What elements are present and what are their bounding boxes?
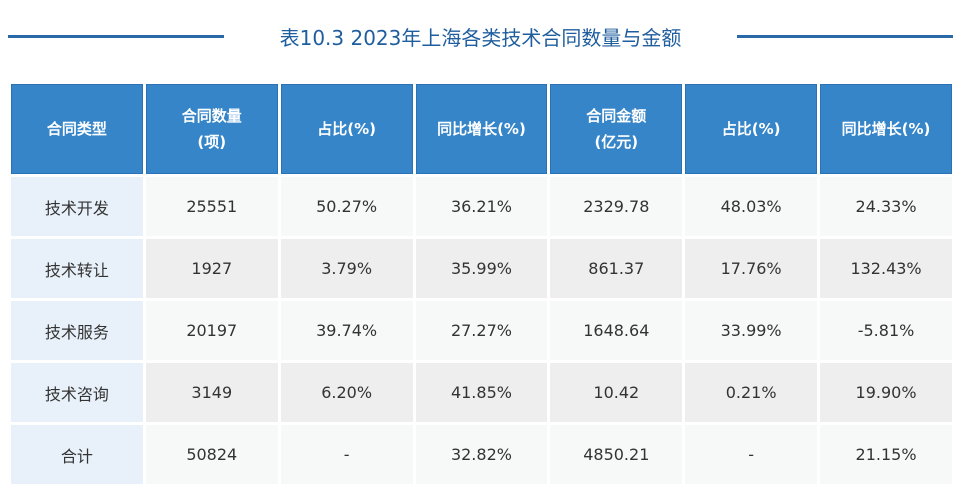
table-cell: 3149 (145, 363, 278, 422)
column-header-line: 同比增长(%) (437, 120, 526, 138)
table-cell: -5.81% (820, 301, 952, 360)
table-cell: 32.82% (415, 425, 548, 484)
table-cell: 41.85% (415, 363, 548, 422)
table-cell: 21.15% (820, 425, 952, 484)
table-row: 技术转让 1927 3.79% 35.99% 861.37 17.76% 132.43% (11, 239, 952, 298)
column-header-line: (项) (197, 133, 227, 151)
table-cell: 39.74% (280, 301, 413, 360)
column-header: 合同类型 (11, 84, 143, 174)
table-cell: 27.27% (415, 301, 548, 360)
column-header-line: 合同类型 (46, 120, 107, 138)
table-cell: 36.21% (415, 177, 548, 236)
column-header: 同比增长(%) (820, 84, 952, 174)
column-header: 合同金额 (亿元) (550, 84, 683, 174)
column-header-line: 占比(%) (721, 120, 781, 138)
column-header-line: 合同数量 (181, 107, 242, 125)
table-cell: 50.27% (280, 177, 413, 236)
table-cell: 25551 (145, 177, 278, 236)
column-header: 占比(%) (685, 84, 818, 174)
table-row: 技术服务 20197 39.74% 27.27% 1648.64 33.99% -5.81% (11, 301, 952, 360)
column-header: 合同数量 (项) (145, 84, 278, 174)
table-row: 技术咨询 3149 6.20% 41.85% 10.42 0.21% 19.90% (11, 363, 952, 422)
table-row: 技术开发 25551 50.27% 36.21% 2329.78 48.03% 24.33% (11, 177, 952, 236)
column-header-line: (亿元) (594, 133, 639, 151)
row-label: 技术咨询 (11, 363, 143, 422)
table-cell: 17.76% (685, 239, 818, 298)
table-cell: 0.21% (685, 363, 818, 422)
table-cell: 1927 (145, 239, 278, 298)
row-label: 合计 (11, 425, 143, 484)
column-header: 同比增长(%) (415, 84, 548, 174)
table-cell: 19.90% (820, 363, 952, 422)
column-header-line: 合同金额 (586, 107, 647, 125)
title-rule-right (737, 35, 953, 38)
table-cell: 24.33% (820, 177, 952, 236)
table-cell: 35.99% (415, 239, 548, 298)
table-cell: 132.43% (820, 239, 952, 298)
table-cell: 6.20% (280, 363, 413, 422)
table-cell: 2329.78 (550, 177, 683, 236)
table-cell: 50824 (145, 425, 278, 484)
table-cell: 861.37 (550, 239, 683, 298)
contracts-table: 合同类型 合同数量 (项) 占比(%) 同比增长(%) 合同金额 (亿元) 占比(%) 同比增长… (8, 81, 955, 487)
row-label: 技术转让 (11, 239, 143, 298)
header-row: 合同类型 合同数量 (项) 占比(%) 同比增长(%) 合同金额 (亿元) 占比(%) 同比增长… (11, 84, 952, 174)
table-cell: 1648.64 (550, 301, 683, 360)
table-cell: 3.79% (280, 239, 413, 298)
column-header: 占比(%) (280, 84, 413, 174)
table-cell: 48.03% (685, 177, 818, 236)
row-label: 技术开发 (11, 177, 143, 236)
table-cell: 33.99% (685, 301, 818, 360)
column-header-line: 占比(%) (317, 120, 376, 138)
table-cell: 20197 (145, 301, 278, 360)
column-header-line: 同比增长(%) (841, 120, 931, 138)
table-cell: - (280, 425, 413, 484)
title-rule-left (8, 35, 224, 38)
table-row: 合计 50824-32.82% 4850.21-21.15% (11, 425, 952, 484)
table-cell: - (685, 425, 818, 484)
table-title: 表10.3 2023年上海各类技术合同数量与金额 (279, 26, 682, 50)
table-cell: 10.42 (550, 363, 683, 422)
row-label: 技术服务 (11, 301, 143, 360)
table-cell: 4850.21 (550, 425, 683, 484)
